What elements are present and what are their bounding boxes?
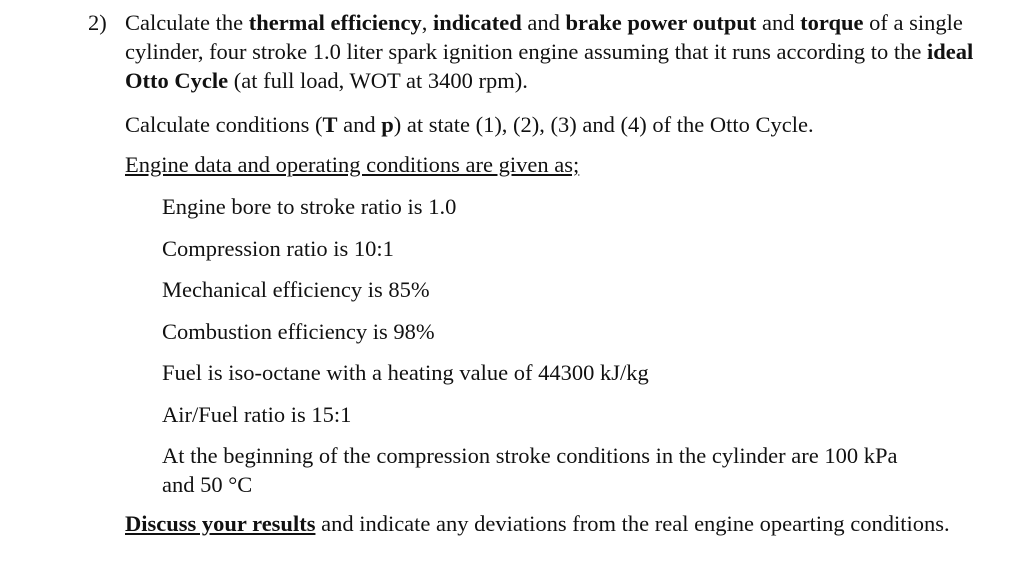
engine-data-heading: Engine data and operating conditions are… [125,150,1010,179]
list-item: Mechanical efficiency is 85% [162,277,430,302]
discuss-bold: Discuss your results [125,511,316,536]
engine-data-list: Engine bore to stroke ratio is 1.0 Compr… [162,192,1002,512]
engine-data-heading-text: Engine data and operating conditions are… [125,152,580,177]
q-text-6: (at full load, WOT at 3400 rpm). [228,68,528,93]
list-item: At the beginning of the compression stro… [162,443,898,497]
q-text-5: of a single cylinder, four stroke 1.0 li… [125,10,963,64]
q-bold-torque: torque [800,10,864,35]
calc-text-3: ) at state (1), (2), (3) and (4) of the … [393,112,814,137]
q-text-2: , [421,10,433,35]
q-bold-ideal-otto-cycle: ideal Otto Cycle [125,39,974,93]
calc-bold-t: T [322,112,338,137]
list-item: Engine bore to stroke ratio is 1.0 [162,194,457,219]
calc-text-2: and [337,112,382,137]
discuss-paragraph: Discuss your results and indicate any de… [125,509,1010,538]
list-item: Compression ratio is 10:1 [162,235,394,261]
q-text-4: and [756,10,801,35]
q-text-1: Calculate the [125,10,249,35]
discuss-text: and indicate any deviations from the rea… [315,511,950,536]
list-item: Air/Fuel ratio is 15:1 [162,401,352,427]
q-bold-thermal-efficiency: thermal efficiency [248,10,422,35]
q-text-3: and [521,10,566,35]
calc-conditions-line: Calculate conditions (T and p) at state … [125,110,1010,139]
q-bold-indicated: indicated [433,10,522,35]
question-text: Calculate the thermal efficiency, indica… [125,8,1010,95]
q-bold-brake-power-output: brake power output [565,10,757,35]
question-number: 2) [88,10,107,35]
calc-text-1: Calculate conditions ( [125,112,323,137]
list-item: Fuel is iso-octane with a heating value … [162,360,649,385]
list-item: Combustion efficiency is 98% [162,318,435,344]
calc-bold-p: p [381,112,394,137]
